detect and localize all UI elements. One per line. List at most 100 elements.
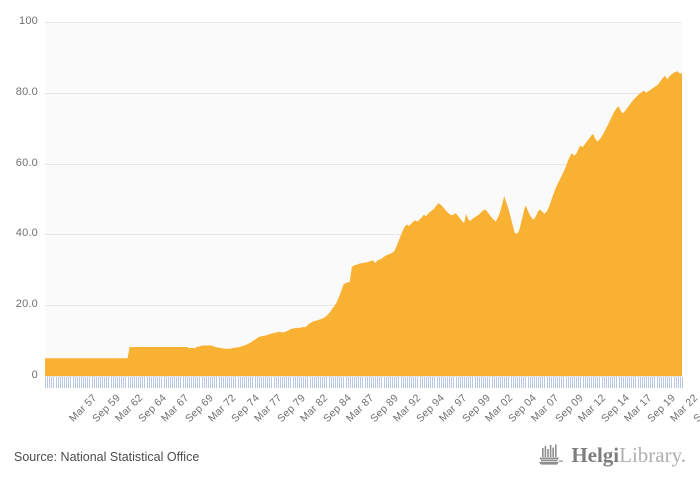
x-axis-tick: [595, 377, 596, 388]
x-axis-tick: [115, 377, 116, 388]
x-axis-tick: [627, 377, 628, 388]
gridline-60: [45, 164, 682, 165]
x-axis-tick: [140, 377, 141, 388]
x-axis-tick: [51, 377, 52, 388]
x-axis-tick: [221, 377, 222, 388]
x-axis-tick: [390, 377, 391, 388]
y-axis-label: 20.0: [15, 298, 38, 310]
x-axis-tick: [180, 377, 181, 388]
x-axis-tick: [555, 377, 556, 388]
x-axis-tick: [185, 377, 186, 388]
x-axis-tick: [489, 377, 490, 388]
x-axis-tick: [102, 377, 103, 388]
x-axis-tick: [373, 377, 374, 388]
x-axis-tick: [441, 377, 442, 388]
x-axis-tick: [424, 377, 425, 388]
x-axis-tick: [197, 377, 198, 388]
x-axis-tick: [536, 377, 537, 388]
x-axis-tick: [271, 377, 272, 388]
x-axis-tick: [212, 377, 213, 388]
x-axis-tick: [553, 377, 554, 388]
gridline-100: [45, 22, 682, 23]
x-axis-tick: [671, 377, 672, 388]
x-axis-tick: [358, 377, 359, 388]
x-axis-tick: [415, 377, 416, 388]
x-axis-tick: [508, 377, 509, 388]
x-axis-tick: [134, 377, 135, 388]
x-axis-tick: [168, 377, 169, 388]
x-axis-tick: [246, 377, 247, 388]
x-axis-tick: [331, 377, 332, 388]
x-axis-tick: [125, 377, 126, 388]
x-axis-tick: [153, 377, 154, 388]
x-axis-tick: [479, 377, 480, 388]
x-axis-tick: [367, 377, 368, 388]
x-axis-tick: [231, 377, 232, 388]
x-axis-tick: [485, 377, 486, 388]
x-axis-tick: [409, 377, 410, 388]
x-axis-tick: [208, 377, 209, 388]
x-axis-tick: [502, 377, 503, 388]
x-axis-tick: [453, 377, 454, 388]
x-axis-tick: [654, 377, 655, 388]
x-axis-tick: [487, 377, 488, 388]
helgi-library-logo[interactable]: HelgiLibrary.: [538, 444, 686, 466]
x-axis-tick: [147, 377, 148, 388]
x-axis-tick: [255, 377, 256, 388]
x-axis-tick: [570, 377, 571, 388]
x-axis-tick: [633, 377, 634, 388]
x-axis-tick: [504, 377, 505, 388]
x-axis-tick: [379, 377, 380, 388]
x-axis-tick: [515, 377, 516, 388]
x-axis-tick: [333, 377, 334, 388]
logo-brand: Helgi: [571, 442, 620, 467]
x-axis-tick: [443, 377, 444, 388]
x-axis-tick: [305, 377, 306, 388]
x-axis-tick: [104, 377, 105, 388]
x-axis-tick: [235, 377, 236, 388]
x-axis-tick: [477, 377, 478, 388]
x-axis-tick: [648, 377, 649, 388]
x-axis-tick: [652, 377, 653, 388]
x-axis-tick: [252, 377, 253, 388]
x-axis-tick: [506, 377, 507, 388]
x-axis-tick: [195, 377, 196, 388]
x-axis-tick: [216, 377, 217, 388]
x-axis-tick: [432, 377, 433, 388]
x-axis-tick: [316, 377, 317, 388]
x-axis-tick: [629, 377, 630, 388]
x-axis-tick: [614, 377, 615, 388]
x-axis-tick: [87, 377, 88, 388]
x-axis-tick: [159, 377, 160, 388]
x-axis-tick: [128, 377, 129, 388]
x-axis-tick: [297, 377, 298, 388]
x-axis-tick: [229, 377, 230, 388]
x-axis-tick: [261, 377, 262, 388]
x-axis-tick: [79, 377, 80, 388]
x-axis-tick: [483, 377, 484, 388]
x-axis-tick: [492, 377, 493, 388]
x-axis-tick: [403, 377, 404, 388]
x-axis-tick: [631, 377, 632, 388]
x-axis-tick: [106, 377, 107, 388]
x-axis-tick: [250, 377, 251, 388]
x-axis-tick: [206, 377, 207, 388]
x-axis-tick: [178, 377, 179, 388]
x-axis-tick: [161, 377, 162, 388]
x-axis-tick: [362, 377, 363, 388]
x-axis-tick: [523, 377, 524, 388]
x-axis-tick: [233, 377, 234, 388]
x-axis-tick: [117, 377, 118, 388]
x-axis-tick: [384, 377, 385, 388]
x-axis-tick: [678, 377, 679, 388]
x-axis-tick: [610, 377, 611, 388]
x-axis-tick: [257, 377, 258, 388]
x-axis-tick: [225, 377, 226, 388]
x-axis-tick: [513, 377, 514, 388]
x-axis-tick: [606, 377, 607, 388]
x-axis-tick: [318, 377, 319, 388]
x-axis-tick: [676, 377, 677, 388]
x-axis-tick: [413, 377, 414, 388]
x-axis-tick: [417, 377, 418, 388]
x-axis-tick: [214, 377, 215, 388]
